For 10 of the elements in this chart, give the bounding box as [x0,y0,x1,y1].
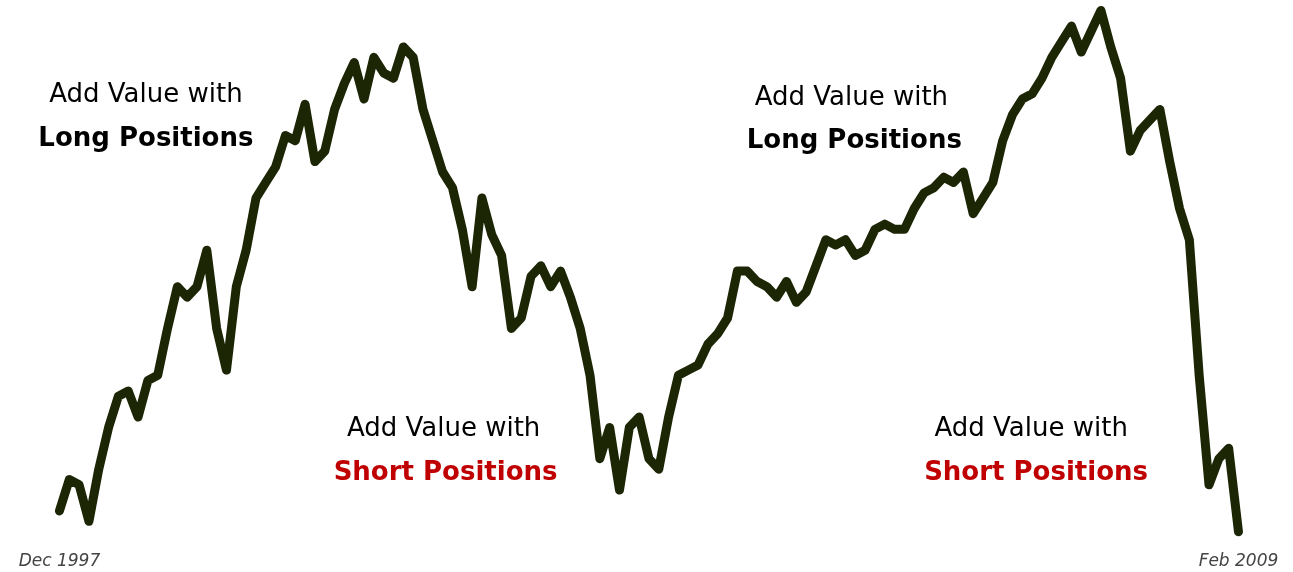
annotation: Add Value with [49,77,243,108]
annotation: Short Positions [333,456,558,487]
annotation: Add Value with [934,412,1128,443]
x-tick-label: Feb 2009 [1198,549,1279,570]
annotation: Long Positions [746,124,962,155]
annotation: Short Positions [924,456,1149,487]
annotation: Add Value with [346,412,541,443]
annotation: Long Positions [38,121,254,152]
x-tick-label: Dec 1997 [18,549,101,570]
annotation: Add Value with [754,80,949,111]
